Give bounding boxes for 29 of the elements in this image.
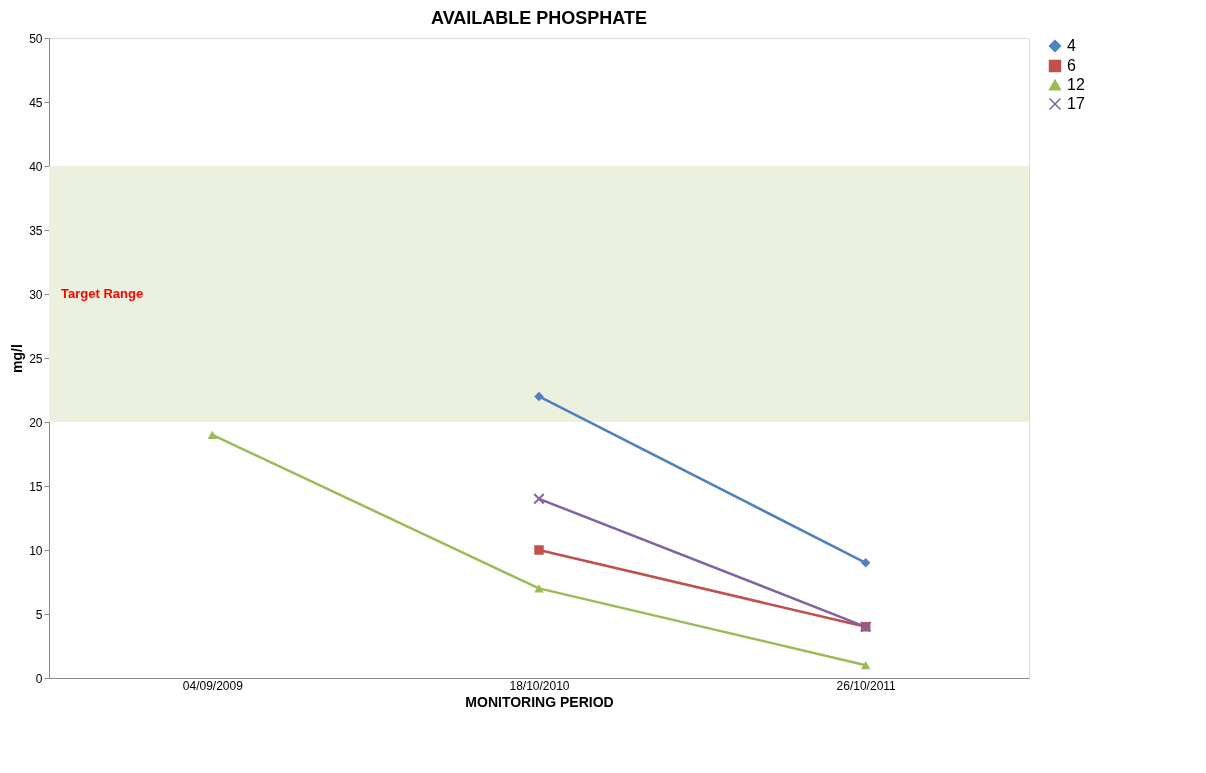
y-tick-label: 50 <box>29 31 43 46</box>
band-label: Target Range <box>61 286 144 301</box>
legend-label: 4 <box>1067 37 1076 54</box>
x-tick-label: 26/10/2011 <box>836 678 897 693</box>
y-tick-label: 0 <box>35 671 43 686</box>
point <box>207 430 218 439</box>
point <box>534 391 544 402</box>
point <box>533 493 545 505</box>
point <box>860 661 871 670</box>
y-tick-label: 10 <box>29 543 43 558</box>
y-tick-label: 30 <box>29 287 43 302</box>
y-tick-label: 5 <box>35 607 43 622</box>
x-axis-title: MONITORING PERIOD <box>465 693 614 710</box>
chart-title: AVAILABLE PHOSPHATE <box>430 8 648 28</box>
y-tick-label: 20 <box>29 415 43 430</box>
y-tick-label: 35 <box>29 223 43 238</box>
y-axis-title: mg/l <box>9 344 26 373</box>
y-tick-label: 15 <box>29 479 43 494</box>
legend-label: 12 <box>1067 76 1085 93</box>
x-tick-label: 18/10/2010 <box>509 678 570 693</box>
y-tick-label: 45 <box>29 95 43 110</box>
point <box>534 584 544 593</box>
legend-label: 6 <box>1067 57 1076 74</box>
legend-label: 17 <box>1067 95 1085 112</box>
point <box>534 545 544 555</box>
y-tick-label: 25 <box>29 351 43 366</box>
y-tick-label: 40 <box>29 159 43 174</box>
x-tick-label: 04/09/2009 <box>182 678 244 693</box>
point <box>860 558 871 568</box>
